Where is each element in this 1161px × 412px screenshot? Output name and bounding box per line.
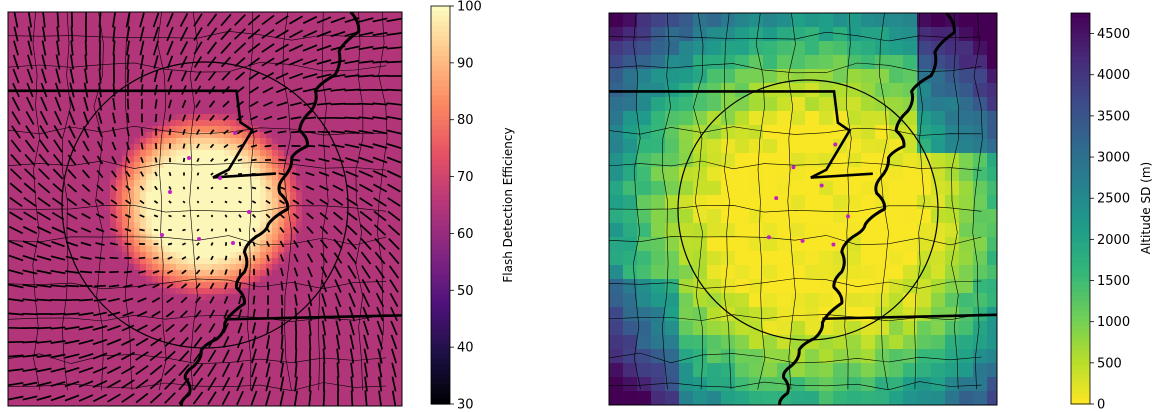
right-colorbar-frame [1070,12,1091,405]
sensor-station-dot [800,238,805,243]
right-colorbar: 4500 4000 3500 3000 2500 2000 1500 1000 500 0 Alt… [1070,12,1153,412]
sensor-station-dot [819,183,824,188]
left-colorbar-label: Flash Detection Efficiency [501,127,515,282]
left-colorbar-ticks: 100 90 80 70 60 50 40 30 [450,0,482,412]
colorbar-tick-label: 1500 [1097,274,1130,289]
colorbar-tick-label: 3000 [1097,151,1130,166]
colorbar-tick-label: 1000 [1097,315,1130,330]
sensor-station-dot [791,165,796,170]
sensor-station-dot [831,242,836,247]
mississippi-river [778,13,956,405]
sensor-station-dot [231,241,235,245]
range-ring [677,79,939,341]
left-colorbar-gradient [431,6,450,405]
colorbar-tick-label: 30 [457,398,474,412]
colorbar-tick-label: 100 [457,0,482,15]
left-map-panel [7,11,403,407]
colorbar-tick-label: 80 [457,113,474,128]
colorbar-tick-label: 500 [1097,356,1122,371]
sensor-station-dot [766,235,771,240]
right-map-panel [608,12,998,406]
colorbar-tick-label: 40 [457,341,474,356]
sensor-station-dot [197,237,201,241]
colorbar-tick-label: 60 [457,227,474,242]
sensor-station-dot [233,131,237,135]
mississippi-river [179,12,361,406]
county-borders [609,13,983,391]
range-ring [61,61,349,349]
right-colorbar-ticks: 4500 4000 3500 3000 2500 2000 1500 1000 500 0 [1090,27,1130,412]
left-colorbar-frame [430,5,451,405]
left-colorbar: 100 90 80 70 60 50 40 30 Flash Detection Effici… [430,0,515,412]
colorbar-tick-label: 70 [457,170,474,185]
colorbar-tick-label: 2000 [1097,233,1130,248]
sensor-station-dot [218,176,222,180]
colorbar-tick-label: 4500 [1097,27,1130,42]
colorbar-tick-label: 4000 [1097,68,1130,83]
state-borders [8,89,402,321]
sensor-stations [160,131,251,245]
sensor-station-dot [168,190,172,194]
altitude-sd-field [609,13,997,405]
colorbar-tick-label: 0 [1097,398,1105,412]
colorbar-tick-label: 90 [457,56,474,71]
sensor-stations [766,142,850,247]
colorbar-tick-label: 50 [457,284,474,299]
right-colorbar-gradient [1071,13,1090,405]
state-borders [609,90,997,321]
sensor-station-dot [160,233,164,237]
right-map-frame [608,12,998,406]
sensor-station-dot [833,142,838,147]
sensor-station-dot [774,196,779,201]
sensor-station-dot [187,156,191,160]
right-colorbar-label: Altitude SD (m) [1139,162,1153,254]
left-map-frame [7,11,403,407]
sensor-station-dot [846,214,850,219]
sensor-station-dot [247,210,251,214]
colorbar-tick-label: 2500 [1097,192,1130,207]
colorbar-tick-label: 3500 [1097,109,1130,124]
